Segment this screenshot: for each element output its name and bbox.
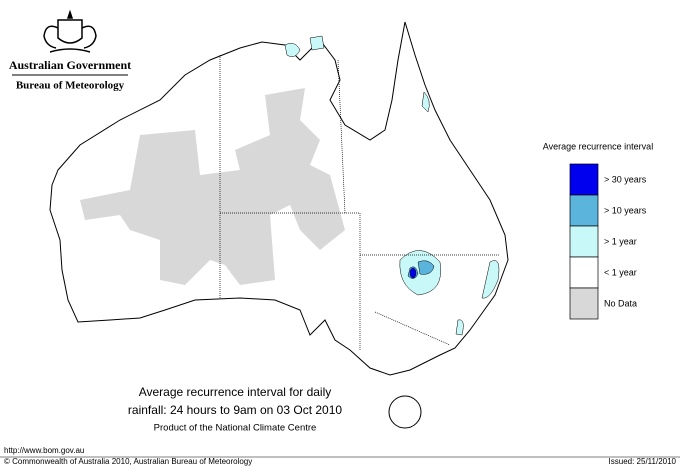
footer-url: http://www.bom.gov.au (4, 446, 84, 455)
government-name: Australian Government (9, 58, 131, 72)
footer-issued: Issued: 25/11/2010 (609, 457, 677, 466)
australia-map (49, 21, 509, 429)
legend-label: < 1 year (604, 267, 637, 277)
caption-line: Average recurrence interval for daily (139, 385, 332, 399)
crest (43, 9, 97, 53)
legend: > 30 years > 10 years > 1 year < 1 year No D… (569, 163, 647, 320)
legend-swatch (569, 256, 599, 289)
legend-label: No Data (604, 298, 637, 308)
caption-line: rainfall: 24 hours to 9am on 03 Oct 2010 (128, 403, 342, 417)
footer-copyright: © Commonwealth of Australia 2010, Austra… (4, 457, 252, 466)
legend-title: Average recurrence interval (543, 141, 653, 151)
legend-label: > 10 years (604, 205, 647, 215)
legend-swatch (569, 194, 599, 227)
caption-credit: Product of the National Climate Centre (154, 423, 317, 434)
legend-label: > 30 years (604, 174, 647, 184)
legend-swatch (569, 287, 599, 320)
legend-swatch (569, 163, 599, 196)
legend-swatch (569, 225, 599, 258)
agency-name: Bureau of Meteorology (16, 80, 125, 92)
legend-label: > 1 year (604, 236, 637, 246)
